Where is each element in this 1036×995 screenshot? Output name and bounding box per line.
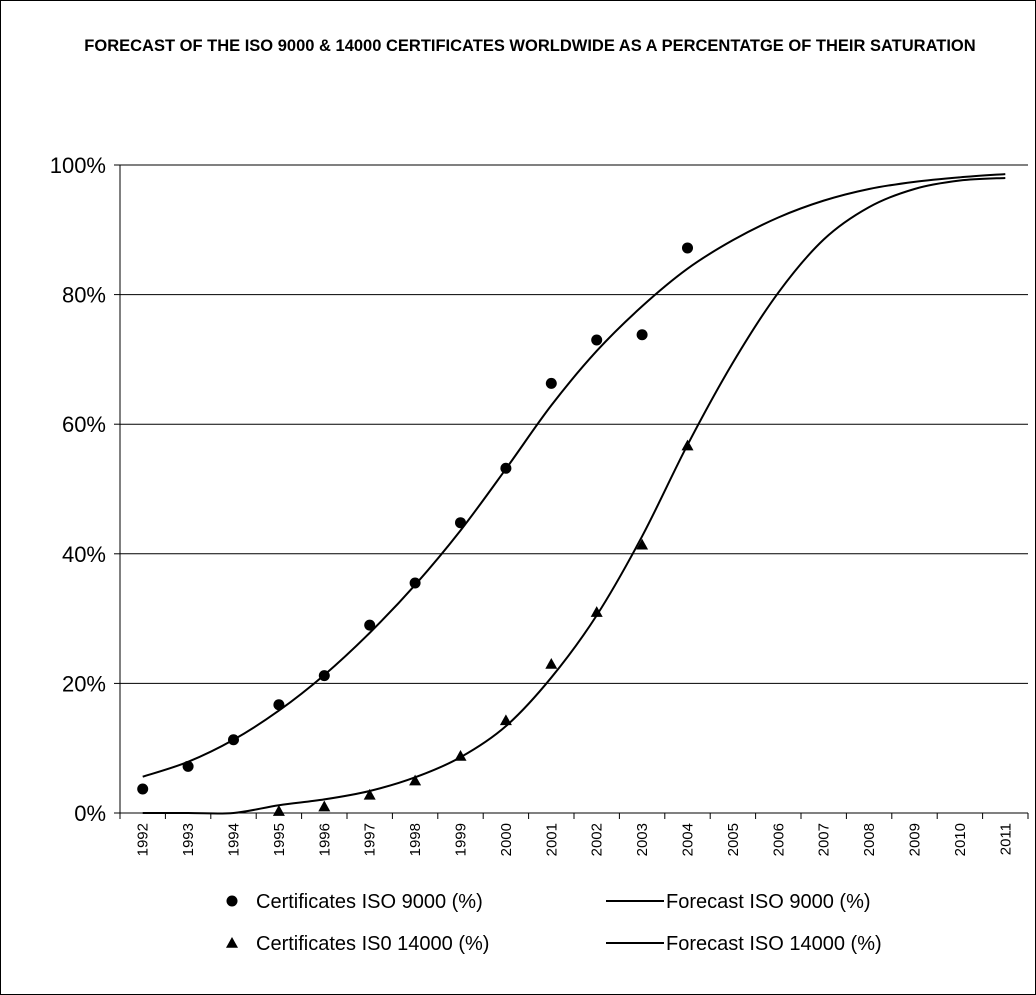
legend-label: Forecast ISO 9000 (%) — [666, 891, 871, 913]
axes — [114, 164, 1029, 819]
legend-circle-swatch — [226, 895, 238, 907]
plot-area — [137, 173, 1006, 816]
data-point — [545, 377, 557, 389]
legend-item: Certificates IS0 14000 (%) — [226, 933, 489, 955]
chart-title: FORECAST OF THE ISO 9000 & 14000 CERTIFI… — [84, 37, 976, 55]
data-point — [272, 805, 285, 816]
data-point — [682, 242, 693, 254]
x-tick-label: 2007 — [816, 823, 833, 856]
y-tick-label: 20% — [62, 671, 106, 696]
legend-label: Certificates ISO 9000 (%) — [256, 891, 483, 913]
x-tick-label: 2001 — [543, 823, 560, 856]
series-forecast-iso-14000 — [142, 176, 1006, 815]
x-tick-label: 1993 — [180, 823, 197, 856]
data-point — [545, 657, 558, 669]
y-tick-label: 100% — [50, 153, 106, 178]
x-tick-label: 2004 — [680, 823, 697, 856]
x-tick-label: 1994 — [226, 823, 243, 856]
y-tick-labels: 0% 20% 40% 60% 80% 100% — [50, 153, 106, 826]
legend-item: Forecast ISO 9000 (%) — [606, 891, 871, 913]
data-point — [318, 800, 331, 812]
forecast-line — [142, 173, 1006, 778]
legend-label: Certificates IS0 14000 (%) — [256, 933, 489, 955]
data-point — [364, 619, 376, 631]
data-point — [636, 329, 648, 341]
data-point — [363, 788, 376, 800]
x-tick-label: 2002 — [589, 823, 606, 856]
data-point — [591, 334, 603, 346]
x-tick-label: 2010 — [952, 823, 969, 856]
legend: Certificates ISO 9000 (%) Forecast ISO 90… — [226, 891, 882, 955]
x-tick-label: 2008 — [861, 823, 878, 856]
y-tick-label: 0% — [74, 801, 106, 826]
series-certificates-is0-14000 — [272, 439, 694, 816]
x-tick-label: 2003 — [634, 823, 651, 856]
x-tick-label: 2006 — [770, 823, 787, 856]
y-tick-label: 40% — [62, 542, 106, 567]
x-tick-label: 1997 — [362, 823, 379, 856]
x-tick-label: 2011 — [997, 823, 1014, 855]
legend-item: Forecast ISO 14000 (%) — [606, 933, 882, 955]
series-certificates-iso-9000 — [137, 242, 693, 795]
data-point — [590, 606, 603, 617]
x-tick-label: 1998 — [407, 823, 424, 856]
x-tick-label: 1995 — [271, 823, 288, 856]
data-point — [409, 774, 422, 786]
x-tick-label: 1999 — [453, 823, 470, 856]
gridlines — [120, 164, 1028, 684]
legend-item: Certificates ISO 9000 (%) — [226, 891, 483, 913]
x-tick-labels: 1992 1993 1994 1995 1996 1997 1998 1999 2000 2001… — [135, 823, 1015, 856]
x-tick-label: 1996 — [316, 823, 333, 856]
forecast-line — [142, 176, 1006, 815]
series-forecast-iso-9000 — [142, 173, 1006, 778]
x-tick-label: 2000 — [498, 823, 515, 856]
data-point — [636, 538, 649, 550]
data-point — [409, 577, 421, 589]
legend-triangle-swatch — [226, 937, 238, 948]
y-tick-label: 60% — [62, 412, 106, 437]
x-tick-label: 1992 — [135, 823, 152, 856]
x-tick-label: 2005 — [725, 823, 742, 856]
legend-label: Forecast ISO 14000 (%) — [666, 933, 882, 955]
y-tick-label: 80% — [62, 283, 106, 308]
data-point — [137, 783, 149, 795]
x-tick-label: 2009 — [907, 823, 924, 856]
